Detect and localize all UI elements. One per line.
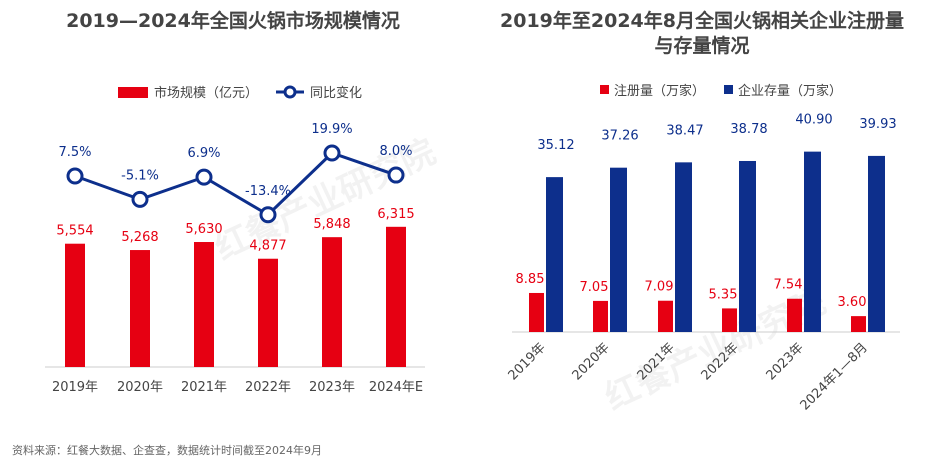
bar (258, 258, 278, 367)
legend-swatch-registrations (600, 85, 609, 94)
line-point (131, 190, 149, 208)
line-data-label: 6.9% (187, 146, 220, 161)
bar-registrations (722, 308, 737, 332)
x-tick-label: 2024年E (369, 380, 423, 395)
line-point (195, 168, 213, 186)
bar-data-label: 4,877 (249, 239, 286, 254)
line-data-label: 7.5% (58, 145, 91, 160)
x-tick-label: 2023年 (764, 340, 807, 383)
line-point (66, 167, 84, 185)
bar (322, 237, 342, 367)
bar-data-label: 7.05 (580, 280, 609, 295)
x-tick-label: 2021年 (181, 380, 227, 395)
bar-stock (610, 167, 627, 332)
bar-stock (868, 155, 885, 332)
bar-data-label: 7.54 (774, 278, 803, 293)
legend-swatch-stock (724, 85, 733, 94)
chart-title: 与存量情况 (654, 34, 749, 57)
source-note: 资料来源：红餐大数据、企查查，数据统计时间截至2024年9月 (12, 444, 322, 457)
bar-stock (739, 160, 756, 332)
legend-label: 注册量（万家） (614, 83, 705, 99)
bar-data-label: 5,630 (185, 222, 222, 237)
bar-data-label: 6,315 (377, 207, 414, 222)
bar-data-label: 5,848 (313, 217, 350, 232)
bar-registrations (593, 300, 608, 332)
bar-data-label: 5.35 (709, 287, 738, 302)
bar-data-label: 37.26 (601, 129, 638, 144)
bar-data-label: 35.12 (537, 138, 574, 153)
bar (65, 243, 85, 367)
bar-data-label: 7.09 (645, 280, 674, 295)
line-data-label: 8.0% (379, 144, 412, 159)
bar-registrations (658, 300, 673, 332)
x-tick-label: 2019年 (52, 380, 98, 395)
line-series (74, 151, 397, 217)
line-data-label: -13.4% (245, 184, 291, 199)
legend-label: 企业存量（万家） (738, 83, 842, 99)
line-point (387, 166, 405, 184)
legend-swatch-bar (118, 87, 148, 98)
bar-data-label: 5,554 (56, 224, 93, 239)
bar-data-label: 39.93 (859, 117, 896, 132)
chart-title: 2019年至2024年8月全国火锅相关企业注册量 (500, 9, 904, 32)
bar-stock (675, 162, 692, 332)
bar (386, 226, 406, 367)
legend-label: 市场规模（亿元） (154, 85, 258, 101)
bar-data-label: 40.90 (795, 113, 832, 128)
bar-data-label: 3.60 (838, 295, 867, 310)
line-point (323, 144, 341, 162)
legend-marker (283, 85, 297, 99)
bar-registrations (851, 316, 866, 332)
bar (194, 242, 214, 367)
x-tick-label: 2024年1—8月 (798, 340, 871, 413)
bar (130, 250, 150, 367)
line-data-label: -5.1% (121, 168, 159, 183)
chart-title: 2019—2024年全国火锅市场规模情况 (66, 9, 400, 32)
bar-registrations (787, 298, 802, 332)
bar-registrations (529, 292, 544, 332)
bar-stock (804, 151, 821, 332)
bar-stock (546, 177, 563, 332)
line-point (259, 206, 277, 224)
legend-label: 同比变化 (310, 85, 362, 101)
bar-data-label: 8.85 (516, 272, 545, 287)
line-data-label: 19.9% (311, 122, 352, 137)
x-tick-label: 2020年 (117, 380, 163, 395)
x-tick-label: 2023年 (309, 380, 355, 395)
x-tick-label: 2020年 (570, 340, 613, 383)
x-tick-label: 2022年 (245, 380, 291, 395)
bar-data-label: 5,268 (121, 230, 158, 245)
bar-data-label: 38.47 (666, 123, 703, 138)
bar-data-label: 38.78 (730, 122, 767, 137)
x-tick-label: 2019年 (506, 340, 549, 383)
